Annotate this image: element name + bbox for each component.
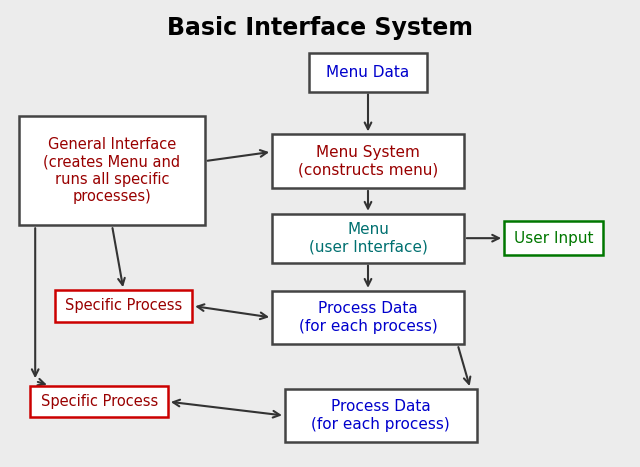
Text: General Interface
(creates Menu and
runs all specific
processes): General Interface (creates Menu and runs… bbox=[44, 137, 180, 204]
FancyBboxPatch shape bbox=[31, 386, 168, 417]
FancyBboxPatch shape bbox=[272, 290, 464, 345]
Text: Specific Process: Specific Process bbox=[40, 394, 158, 409]
FancyBboxPatch shape bbox=[272, 134, 464, 188]
Text: Menu Data: Menu Data bbox=[326, 65, 410, 80]
Text: Specific Process: Specific Process bbox=[65, 298, 182, 313]
Text: Basic Interface System: Basic Interface System bbox=[167, 16, 473, 40]
FancyBboxPatch shape bbox=[55, 290, 192, 322]
FancyBboxPatch shape bbox=[19, 115, 205, 225]
Text: User Input: User Input bbox=[514, 231, 593, 246]
Text: Process Data
(for each process): Process Data (for each process) bbox=[312, 399, 450, 432]
FancyBboxPatch shape bbox=[285, 389, 477, 443]
Text: Menu
(user Interface): Menu (user Interface) bbox=[308, 222, 428, 255]
FancyBboxPatch shape bbox=[504, 221, 604, 255]
FancyBboxPatch shape bbox=[308, 53, 428, 92]
FancyBboxPatch shape bbox=[272, 214, 464, 262]
Text: Process Data
(for each process): Process Data (for each process) bbox=[299, 301, 437, 334]
Text: Menu System
(constructs menu): Menu System (constructs menu) bbox=[298, 145, 438, 177]
